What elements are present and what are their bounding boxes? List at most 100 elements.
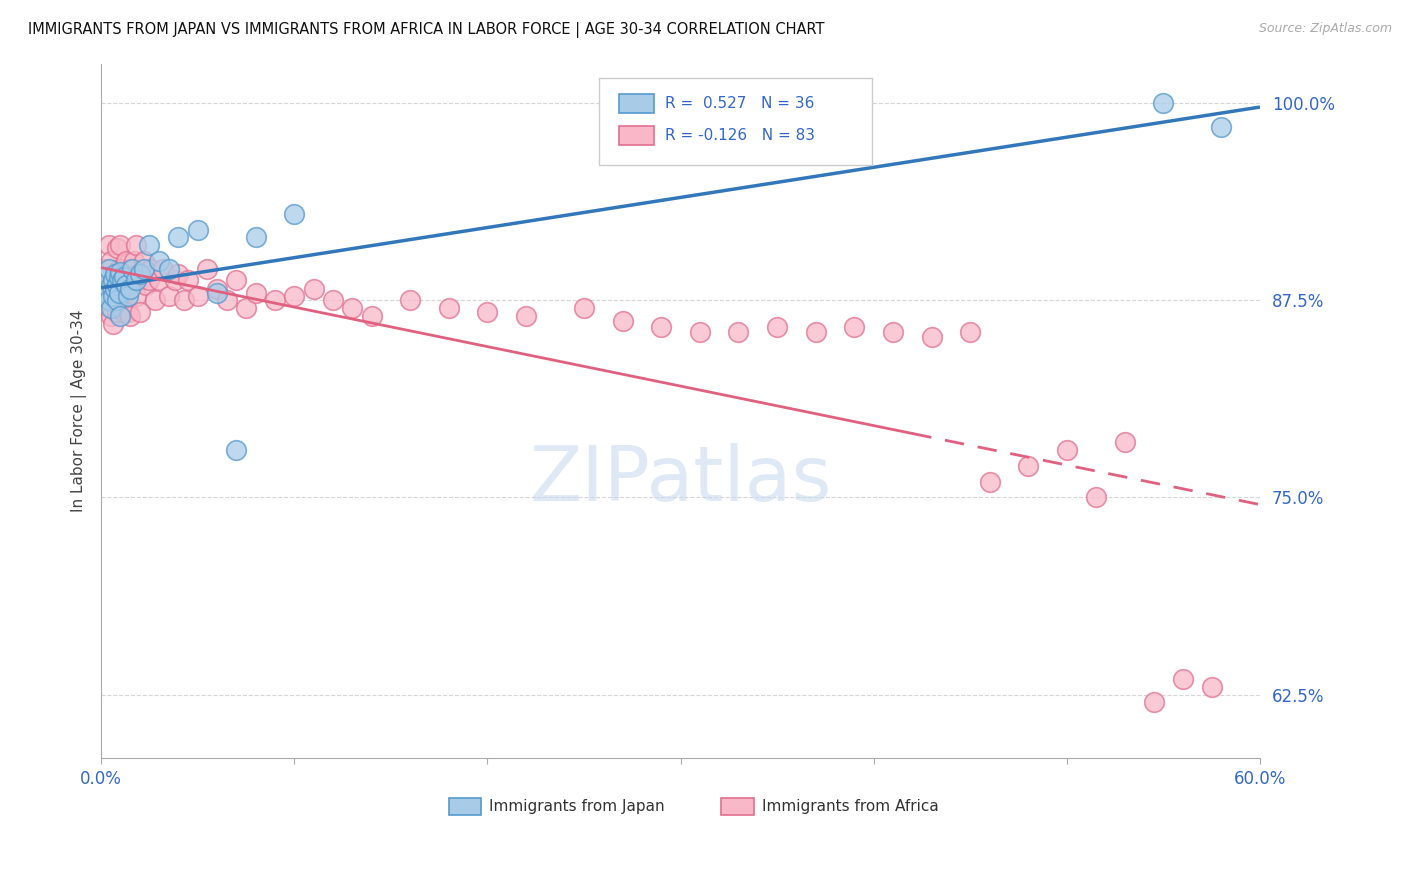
Point	[105, 304, 128, 318]
Point	[100, 301, 122, 316]
Point	[148, 254, 170, 268]
Point	[572, 301, 595, 316]
Text: R = -0.126   N = 83: R = -0.126 N = 83	[665, 128, 815, 143]
Point	[120, 310, 142, 324]
Point	[115, 285, 138, 300]
Point	[104, 267, 127, 281]
Point	[110, 301, 132, 316]
Point	[107, 285, 129, 300]
Point	[235, 301, 257, 316]
Point	[477, 304, 499, 318]
Point	[127, 267, 149, 281]
FancyBboxPatch shape	[619, 126, 654, 145]
Point	[100, 277, 122, 292]
Point	[322, 293, 344, 308]
Point	[128, 304, 150, 318]
Point	[115, 277, 138, 292]
Point	[97, 238, 120, 252]
FancyBboxPatch shape	[599, 78, 872, 165]
Point	[195, 262, 218, 277]
FancyBboxPatch shape	[449, 797, 481, 815]
Point	[117, 289, 139, 303]
Point	[1017, 458, 1039, 473]
Point	[141, 262, 163, 277]
Point	[1201, 680, 1223, 694]
Point	[101, 273, 124, 287]
Point	[97, 293, 120, 308]
Point	[225, 273, 247, 287]
Point	[96, 293, 118, 308]
Point	[437, 301, 460, 316]
Text: R =  0.527   N = 36: R = 0.527 N = 36	[665, 96, 815, 112]
FancyBboxPatch shape	[619, 94, 654, 113]
Point	[360, 310, 382, 324]
Point	[110, 310, 132, 324]
Point	[94, 262, 117, 277]
FancyBboxPatch shape	[721, 797, 754, 815]
Point	[104, 298, 127, 312]
Point	[148, 273, 170, 287]
Point	[105, 273, 128, 287]
Point	[132, 254, 155, 268]
Point	[187, 289, 209, 303]
Point	[111, 293, 134, 308]
Point	[399, 293, 422, 308]
Point	[104, 282, 127, 296]
Point	[107, 262, 129, 277]
Point	[1084, 491, 1107, 505]
Point	[882, 325, 904, 339]
Point	[111, 273, 134, 287]
Point	[117, 304, 139, 318]
Point	[115, 254, 138, 268]
Point	[111, 262, 134, 277]
Point	[1114, 435, 1136, 450]
Point	[921, 329, 943, 343]
Point	[107, 269, 129, 284]
Point	[112, 269, 135, 284]
Point	[97, 301, 120, 316]
Point	[650, 320, 672, 334]
Point	[132, 262, 155, 277]
Point	[1143, 695, 1166, 709]
Point	[143, 293, 166, 308]
Point	[101, 289, 124, 303]
Point	[121, 273, 143, 287]
Point	[96, 285, 118, 300]
Text: Source: ZipAtlas.com: Source: ZipAtlas.com	[1258, 22, 1392, 36]
Point	[97, 262, 120, 277]
Y-axis label: In Labor Force | Age 30-34: In Labor Force | Age 30-34	[72, 310, 87, 512]
Point	[979, 475, 1001, 489]
Point	[101, 273, 124, 287]
Point	[264, 293, 287, 308]
Point	[138, 273, 160, 287]
Point	[138, 238, 160, 252]
Point	[107, 293, 129, 308]
Text: IMMIGRANTS FROM JAPAN VS IMMIGRANTS FROM AFRICA IN LABOR FORCE | AGE 30-34 CORRE: IMMIGRANTS FROM JAPAN VS IMMIGRANTS FROM…	[28, 22, 825, 38]
Point	[105, 293, 128, 308]
Point	[110, 238, 132, 252]
Point	[173, 293, 195, 308]
Point	[187, 222, 209, 236]
Point	[205, 285, 228, 300]
Point	[283, 289, 305, 303]
Point	[959, 325, 981, 339]
Point	[245, 230, 267, 244]
Point	[110, 265, 132, 279]
Point	[689, 325, 711, 339]
Point	[804, 325, 827, 339]
Point	[94, 269, 117, 284]
Point	[766, 320, 789, 334]
Point	[128, 273, 150, 287]
Text: Immigrants from Africa: Immigrants from Africa	[762, 798, 938, 814]
Point	[135, 277, 157, 292]
Text: Immigrants from Japan: Immigrants from Japan	[489, 798, 665, 814]
Point	[157, 289, 180, 303]
Point	[205, 282, 228, 296]
Point	[101, 317, 124, 331]
Point	[515, 310, 537, 324]
Point	[302, 282, 325, 296]
Point	[283, 207, 305, 221]
Point	[342, 301, 364, 316]
Point	[105, 277, 128, 292]
Point	[167, 267, 190, 281]
